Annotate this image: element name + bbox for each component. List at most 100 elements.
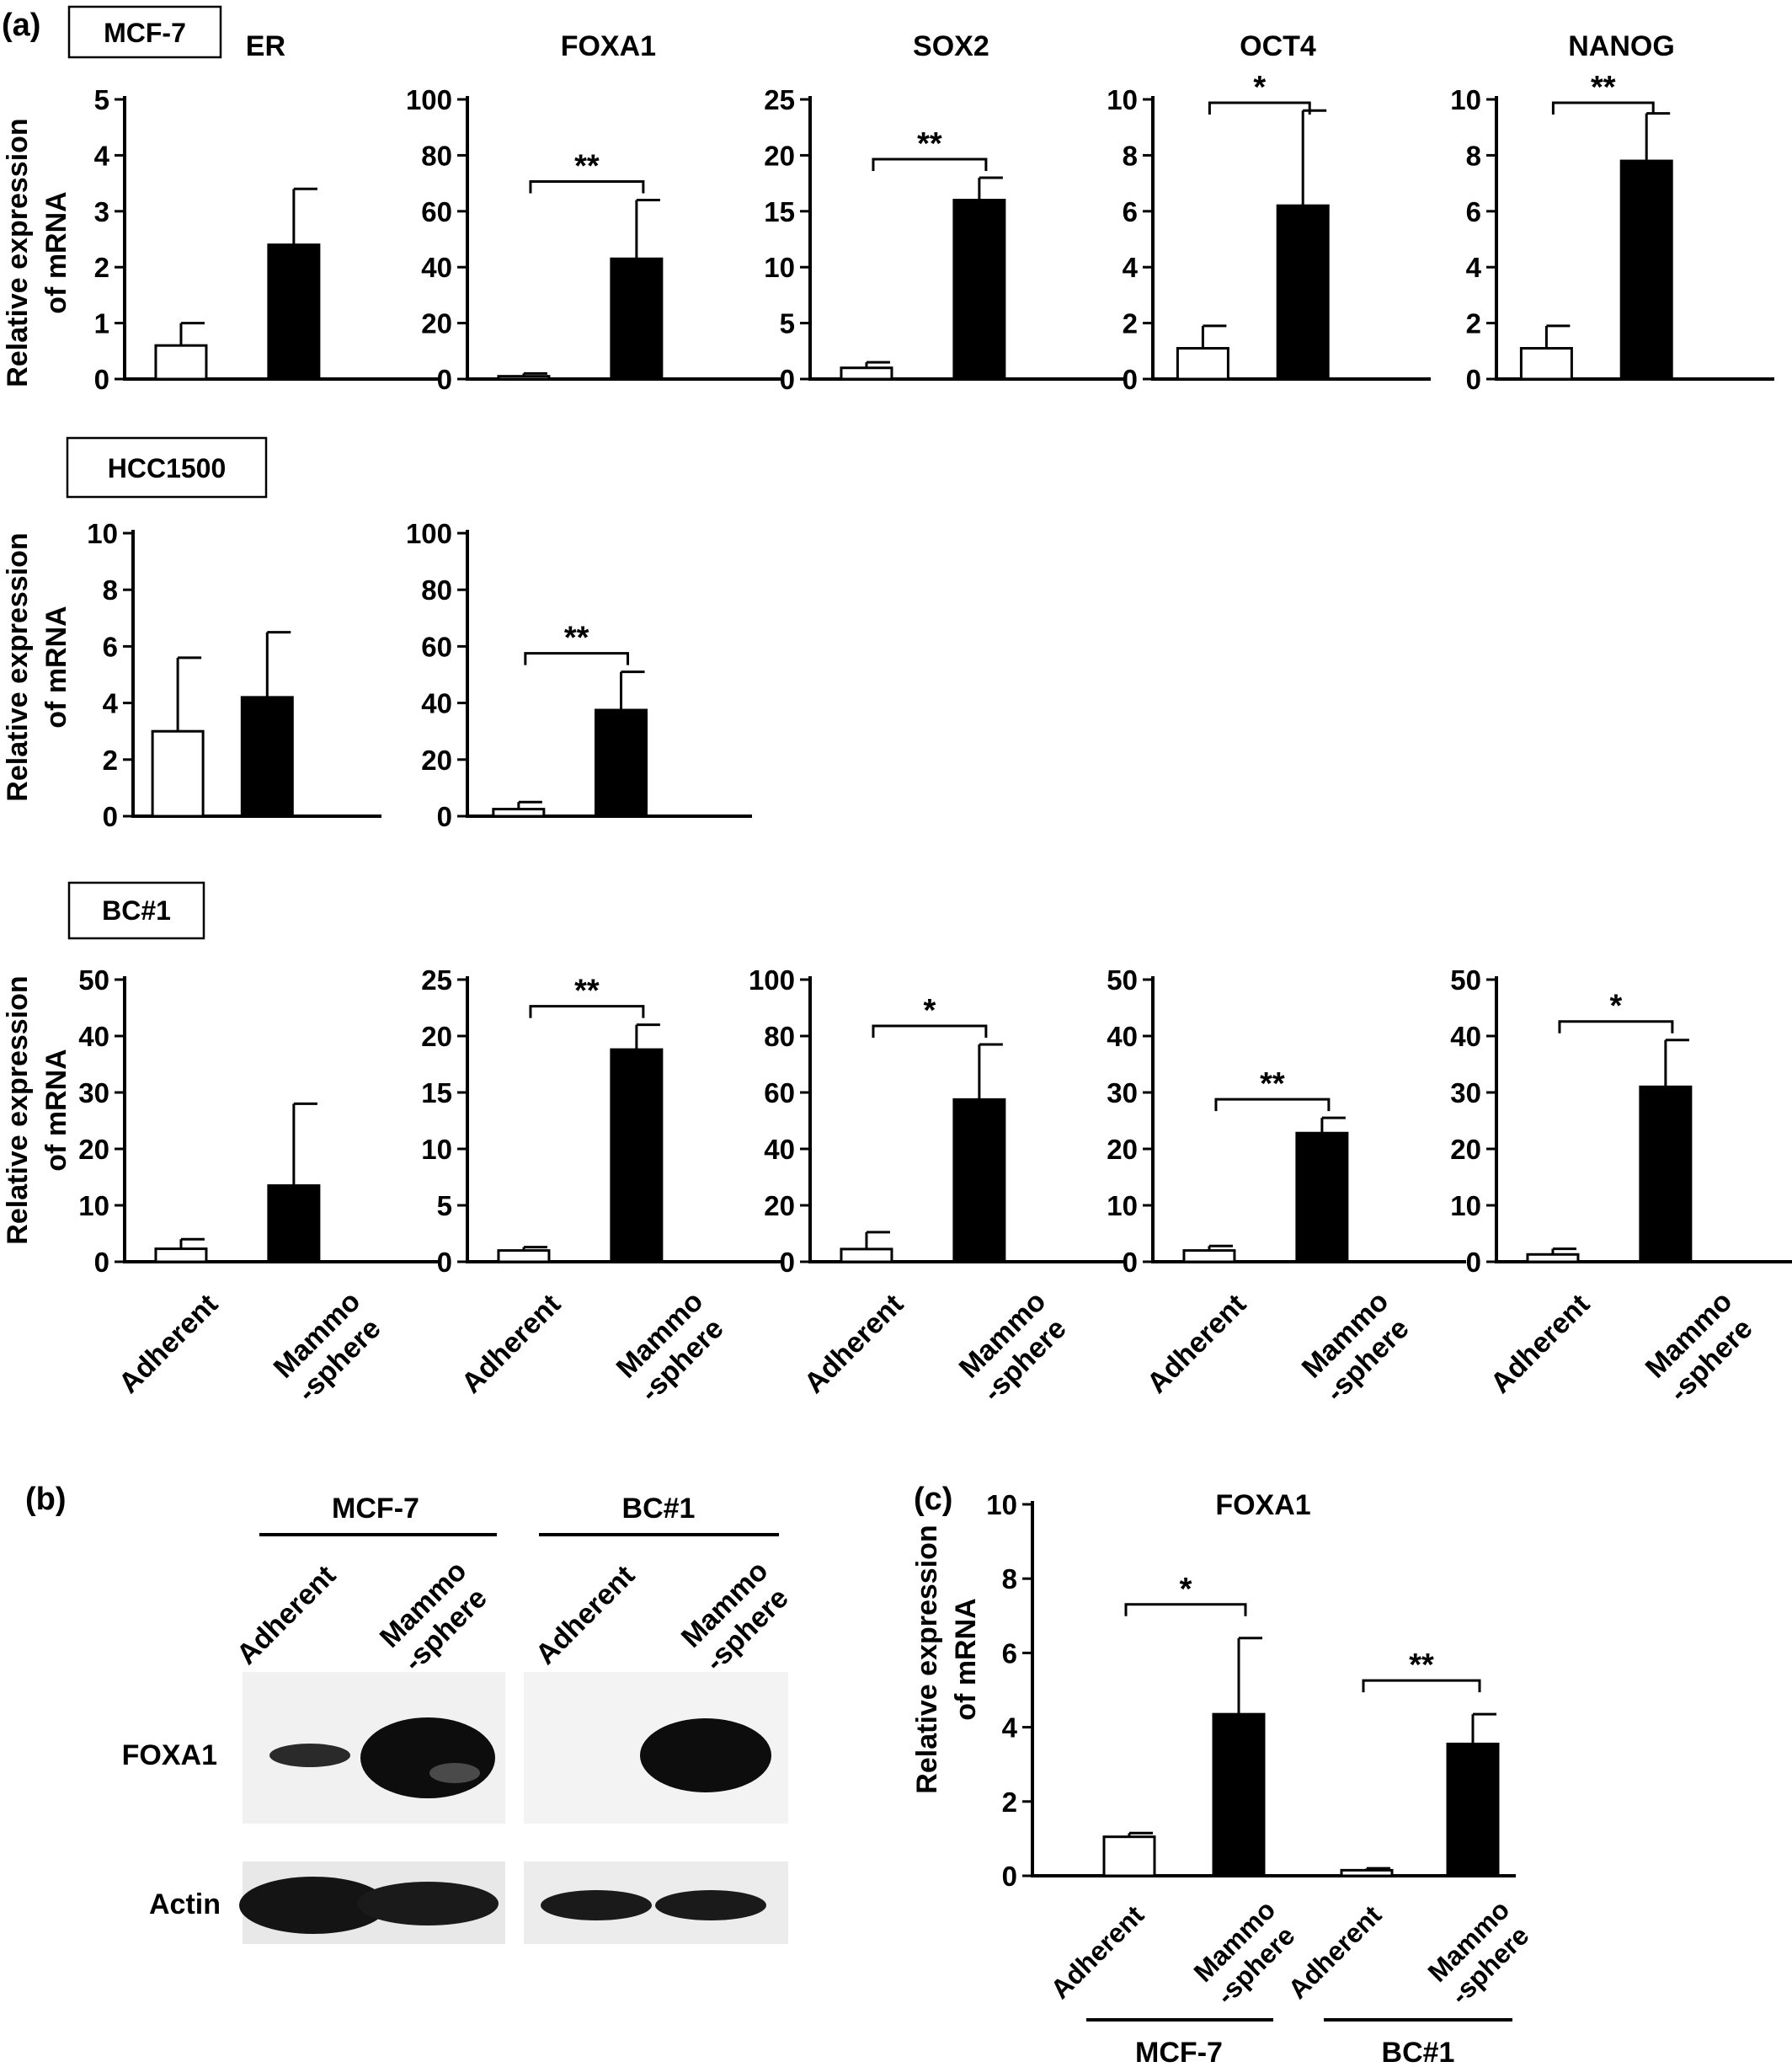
y-tick-label: 20 (1107, 1134, 1138, 1165)
y-tick-label: 30 (78, 1077, 109, 1108)
y-tick-label: 50 (1107, 964, 1138, 996)
y-tick-label: 0 (1002, 1861, 1017, 1892)
y-tick-label: 10 (78, 1190, 109, 1221)
significance-bracket (872, 1024, 988, 1039)
y-tick-label: 8 (1466, 140, 1481, 171)
y-tick-label: 20 (764, 140, 795, 171)
y-tick-label: 0 (437, 1247, 452, 1278)
bar-mammosphere (1446, 1742, 1500, 1877)
y-tick-label: 20 (78, 1134, 109, 1165)
chart-title: NANOG (1568, 30, 1675, 62)
significance-bracket (872, 158, 988, 171)
y-tick-label: 0 (1123, 1247, 1138, 1278)
y-tick-label: 60 (764, 1077, 795, 1108)
y-tick-label: 10 (1450, 1190, 1481, 1221)
chart-7: 0 20 40 60 80 100 ** (406, 518, 752, 832)
y-tick-label: 50 (1450, 964, 1481, 996)
y-tick-label: 6 (103, 631, 118, 662)
ylabel-row2-line2: of mRNA (40, 606, 72, 728)
bar-adherent (1340, 1868, 1394, 1877)
significance-label: * (1610, 989, 1623, 1024)
y-tick-label: 8 (1002, 1563, 1017, 1594)
blot-group-label-mcf7: MCF-7 (332, 1493, 419, 1525)
bar-adherent (492, 808, 546, 818)
bar-mammosphere (595, 708, 648, 818)
ylabel-row1-line2: of mRNA (40, 191, 72, 313)
bar-adherent (1526, 1252, 1580, 1263)
y-tick-label: 40 (421, 688, 452, 719)
chart-title: FOXA1 (1215, 1489, 1310, 1521)
bar-adherent (497, 1249, 551, 1263)
bar-adherent (497, 375, 551, 381)
significance-label: ** (574, 149, 600, 184)
chart-5: NANOG 0 2 4 6 8 10 ** (1450, 30, 1774, 395)
panel-label-b: (b) (25, 1482, 67, 1517)
y-tick-label: 4 (1466, 252, 1482, 283)
y-tick-label: 0 (1123, 364, 1138, 395)
y-tick-label: 15 (764, 196, 795, 227)
blot-band-actin-mcf7-mammosphere (357, 1882, 499, 1925)
cell-line-label-mcf7: MCF-7 (104, 18, 186, 48)
cell-line-box-hcc1500 (66, 436, 268, 499)
y-tick-label: 2 (1466, 308, 1481, 339)
blot-band-foxa1-mcf7-mammosphere (360, 1717, 495, 1798)
significance-bracket (1558, 1020, 1674, 1034)
y-tick-label: 50 (78, 964, 109, 996)
y-tick-label: 0 (780, 1247, 795, 1278)
bar-mammosphere (952, 1098, 1006, 1263)
y-tick-label: 20 (421, 745, 452, 776)
y-tick-label: 6 (1466, 196, 1481, 227)
y-tick-label: 0 (1466, 364, 1481, 395)
bar-adherent (151, 729, 205, 818)
y-tick-label: 0 (780, 364, 795, 395)
y-tick-label: 6 (1123, 196, 1138, 227)
y-tick-label: 25 (421, 964, 452, 996)
y-tick-label: 5 (780, 308, 795, 339)
y-tick-label: 2 (103, 745, 118, 776)
ylabel-row3-line1: Relative expression (2, 975, 34, 1244)
y-tick-label: 5 (437, 1190, 452, 1221)
bar-mammosphere (267, 1184, 321, 1263)
significance-bracket (524, 652, 630, 665)
y-tick-label: 2 (1002, 1787, 1017, 1818)
y-tick-label: 80 (421, 140, 452, 171)
y-tick-label: 8 (1123, 140, 1138, 171)
bar-adherent (1102, 1835, 1156, 1877)
y-tick-label: 5 (94, 84, 109, 115)
chart-title: ER (246, 30, 285, 62)
bar-adherent (1176, 346, 1229, 381)
y-tick-label: 2 (94, 252, 109, 283)
panel-label-c: (c) (914, 1482, 952, 1517)
blot-band-actin-bc1-mammosphere (655, 1890, 766, 1920)
blot-band-actin-mcf7-adherent (239, 1877, 387, 1934)
chart-6: 0 2 4 6 8 10 (87, 518, 381, 832)
y-tick-label: 25 (764, 84, 795, 115)
y-tick-label: 15 (421, 1077, 452, 1108)
y-tick-label: 0 (437, 801, 452, 832)
blot-row-label-actin: Actin (149, 1888, 221, 1920)
chart-title: FOXA1 (561, 30, 656, 62)
bar-mammosphere (610, 257, 664, 381)
y-tick-label: 30 (1107, 1077, 1138, 1108)
blot-row-label-foxa1: FOXA1 (122, 1739, 217, 1771)
blot-band-highlight (429, 1763, 480, 1783)
significance-bracket (1214, 1098, 1331, 1112)
y-tick-label: 1 (94, 308, 109, 339)
y-tick-label: 0 (1466, 1247, 1481, 1278)
bar-adherent (1519, 346, 1573, 381)
y-tick-label: 30 (1450, 1077, 1481, 1108)
y-tick-label: 10 (87, 518, 118, 549)
bar-adherent (154, 1247, 208, 1263)
ylabel-row3-line2: of mRNA (40, 1049, 72, 1171)
y-tick-label: 60 (421, 631, 452, 662)
y-tick-label: 4 (1123, 252, 1139, 283)
y-tick-label: 100 (406, 84, 452, 115)
ylabel-row2-line1: Relative expression (2, 532, 34, 801)
y-tick-label: 2 (1123, 308, 1138, 339)
y-tick-label: 100 (406, 518, 452, 549)
significance-label: * (1253, 70, 1266, 105)
significance-label: ** (917, 126, 942, 162)
y-tick-label: 10 (1107, 84, 1138, 115)
y-tick-label: 80 (421, 574, 452, 606)
